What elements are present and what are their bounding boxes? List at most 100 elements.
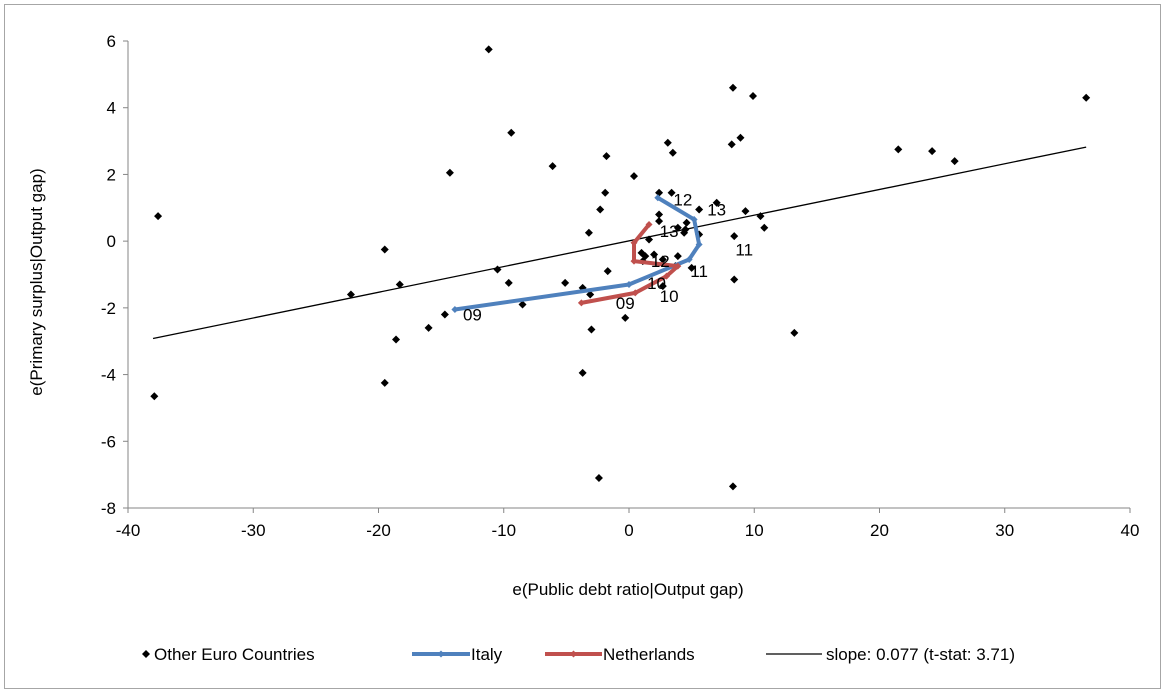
data-point: [728, 83, 737, 92]
point-label: 11: [690, 262, 708, 281]
x-tick-label: 0: [624, 521, 633, 540]
data-point: [894, 145, 903, 154]
plot-area: [123, 40, 1131, 513]
data-point: [682, 218, 691, 227]
data-point: [727, 140, 736, 149]
data-point: [445, 168, 454, 177]
data-point: [687, 263, 696, 272]
data-point: [712, 198, 721, 207]
x-tick-label: -20: [366, 521, 391, 540]
series-point-italy: [690, 215, 698, 223]
data-point: [645, 235, 654, 244]
point-label: 13: [707, 200, 726, 219]
data-point: [658, 282, 667, 291]
point-label: 12: [651, 252, 670, 271]
data-point: [655, 217, 664, 226]
y-tick-label: 2: [107, 165, 116, 184]
series-point-italy: [685, 255, 693, 263]
series-point-netherlands: [663, 272, 671, 280]
data-point: [380, 245, 389, 254]
data-point: [667, 188, 676, 197]
data-point: [504, 278, 513, 287]
x-tick-label: 10: [745, 521, 764, 540]
legend-label: slope: 0.077 (t-stat: 3.71): [826, 645, 1015, 664]
data-point: [668, 148, 677, 157]
data-point: [346, 290, 355, 299]
data-point: [587, 325, 596, 334]
data-point: [741, 207, 750, 216]
data-point: [150, 392, 159, 401]
x-tick-label: 40: [1121, 521, 1140, 540]
y-tick-label: -6: [101, 432, 116, 451]
data-point: [395, 280, 404, 289]
x-axis-title: e(Public debt ratio|Output gap): [512, 580, 743, 599]
data-point: [950, 157, 959, 166]
y-axis-title: e(Primary surplus|Output gap): [27, 168, 46, 395]
point-label: 09: [463, 306, 482, 325]
markers-layer: [150, 45, 1091, 491]
data-point: [928, 147, 937, 156]
point-label: 09: [616, 294, 635, 313]
x-tick-label: -40: [116, 521, 141, 540]
series-point-netherlands: [631, 289, 639, 297]
data-point: [561, 278, 570, 287]
legend-swatch-point: [570, 650, 577, 658]
series-point-netherlands: [630, 257, 638, 265]
legend-label: Italy: [471, 645, 503, 664]
legend-label: Netherlands: [603, 645, 695, 664]
data-point: [518, 300, 527, 309]
point-label: 12: [673, 190, 692, 209]
data-point: [603, 267, 612, 276]
x-tick-label: 20: [870, 521, 889, 540]
data-point: [658, 255, 667, 264]
y-tick-label: -2: [101, 299, 116, 318]
series-point-italy: [695, 240, 703, 248]
x-tick-label: -30: [241, 521, 266, 540]
data-point: [1082, 93, 1091, 102]
data-point: [392, 335, 401, 344]
point-label: 10: [647, 274, 666, 293]
x-tick-label: 30: [995, 521, 1014, 540]
data-point: [790, 328, 799, 337]
y-tick-label: -8: [101, 499, 116, 518]
data-point: [586, 290, 595, 299]
fit-line: [152, 146, 1087, 340]
series-layer: [451, 194, 703, 314]
data-point: [655, 188, 664, 197]
data-point: [673, 223, 682, 232]
data-point: [728, 482, 737, 491]
series-point-netherlands: [674, 262, 682, 270]
data-point: [596, 205, 605, 214]
data-point: [621, 313, 630, 322]
data-point: [380, 378, 389, 387]
data-point: [756, 212, 765, 221]
data-point: [637, 248, 646, 257]
legend-swatch-point: [437, 650, 445, 658]
legend-marker: [142, 650, 150, 658]
data-point: [730, 275, 739, 284]
series-point-netherlands: [630, 239, 638, 247]
point-label: 13: [660, 222, 679, 241]
data-point: [695, 205, 704, 214]
data-point: [601, 188, 610, 197]
legend: Other Euro Countries Italy Netherlands slop…: [142, 645, 1015, 664]
point-label: 11: [735, 240, 753, 259]
series-point-italy: [625, 281, 633, 289]
data-point: [650, 250, 659, 259]
data-point: [440, 310, 449, 319]
data-point: [630, 172, 639, 181]
series-point-italy: [654, 194, 662, 202]
y-tick-label: -4: [101, 366, 116, 385]
data-point: [424, 323, 433, 332]
data-point: [484, 45, 493, 54]
chart-frame: [4, 4, 1161, 689]
annotation-layer: 09 10 11 12 09 10 11 12 13 13: [463, 190, 753, 324]
y-tick-label: 4: [107, 99, 116, 118]
data-point: [602, 152, 611, 161]
x-tick-label: -10: [491, 521, 516, 540]
data-point: [154, 212, 163, 221]
legend-label: Other Euro Countries: [154, 645, 315, 664]
data-point: [663, 138, 672, 147]
